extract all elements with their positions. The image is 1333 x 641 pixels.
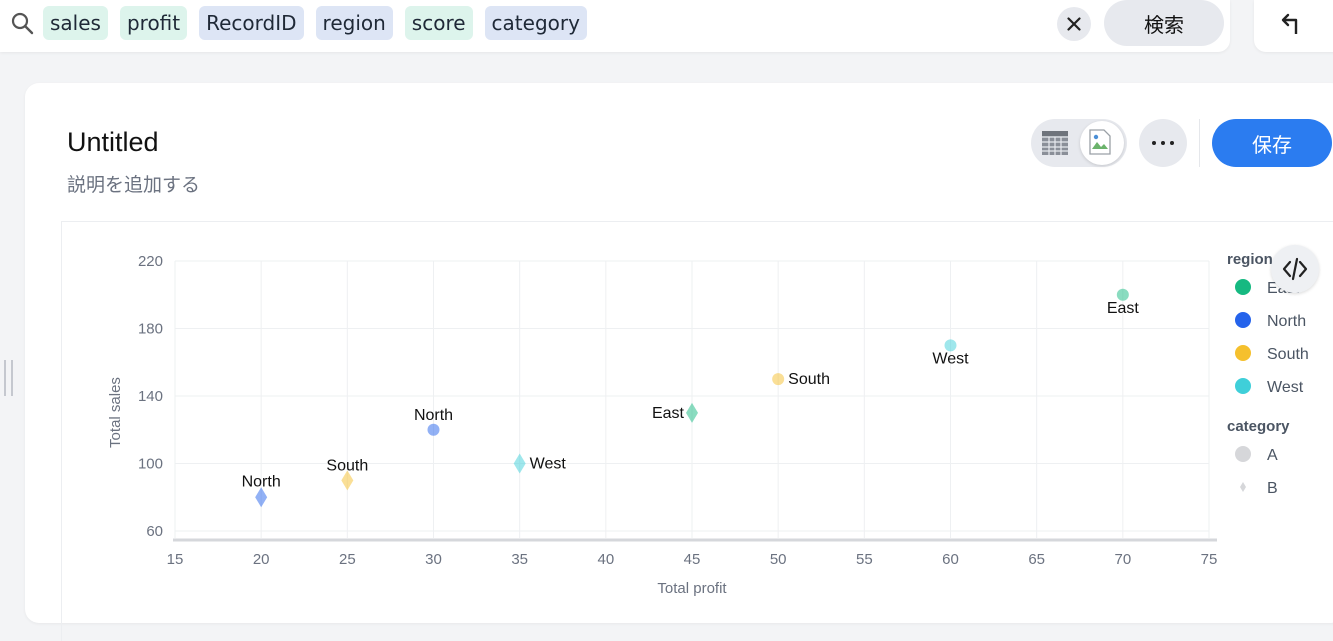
search-icon[interactable] — [10, 11, 34, 35]
chart-frame: 15 20 25 30 35 40 45 50 55 60 65 70 75 60 100 140 180 220… — [61, 221, 1333, 641]
x-tick-label: 70 — [1114, 551, 1131, 568]
answer-card: Untitled 説明を追加する 保存 15 20 25 30 35 40 45 50 55 60… — [25, 83, 1333, 641]
view-toggle — [1031, 119, 1127, 167]
return-arrow-icon[interactable] — [1278, 12, 1302, 36]
more-dots-icon — [1152, 141, 1156, 145]
broken-image-icon — [1089, 129, 1111, 155]
x-tick-label: 15 — [167, 551, 184, 568]
legend-entry: A — [1267, 447, 1278, 464]
close-icon — [1067, 17, 1081, 31]
data-point — [427, 423, 440, 436]
data-label: West — [530, 456, 567, 473]
y-tick-label: 60 — [146, 523, 163, 540]
x-tick-label: 55 — [856, 551, 873, 568]
legend-entry: B — [1267, 480, 1278, 497]
scatter-chart: 15 20 25 30 35 40 45 50 55 60 65 70 75 60 100 140 180 220… — [107, 251, 1309, 597]
legend-swatch — [1235, 345, 1251, 361]
chart-view-button[interactable] — [1080, 121, 1124, 165]
legend-entry: West — [1267, 379, 1304, 396]
legend-title-region: region — [1227, 251, 1273, 268]
save-button[interactable]: 保存 — [1212, 119, 1332, 167]
field-chip[interactable]: category — [484, 6, 587, 40]
page-title[interactable]: Untitled — [67, 127, 159, 157]
x-tick-label: 45 — [684, 551, 701, 568]
data-point — [255, 487, 268, 508]
data-point — [772, 373, 785, 386]
data-point — [341, 470, 354, 491]
clear-search-button[interactable] — [1057, 7, 1091, 41]
field-chips: sales profit RecordID region score category — [43, 6, 587, 40]
data-label: East — [652, 405, 685, 422]
legend-swatch — [1235, 378, 1251, 394]
field-chip[interactable]: sales — [43, 6, 108, 40]
description-field[interactable]: 説明を追加する — [67, 174, 201, 196]
y-tick-label: 140 — [138, 388, 163, 405]
field-chip[interactable]: region — [315, 6, 393, 40]
field-chip[interactable]: RecordID — [199, 6, 304, 40]
y-axis-title: Total sales — [107, 377, 124, 448]
search-button[interactable]: 検索 — [1104, 0, 1224, 46]
more-options-button[interactable] — [1139, 119, 1187, 167]
x-tick-label: 40 — [597, 551, 614, 568]
panel-resize-handle[interactable] — [4, 360, 16, 396]
field-chip[interactable]: score — [404, 6, 473, 40]
y-tick-label: 180 — [138, 321, 163, 338]
data-point — [944, 339, 957, 352]
data-label: North — [414, 407, 453, 424]
code-icon — [1282, 257, 1308, 281]
data-label: East — [1107, 300, 1140, 317]
x-tick-label: 50 — [770, 551, 787, 568]
search-bar: sales profit RecordID region score category 検… — [0, 0, 1230, 52]
data-point — [513, 453, 526, 474]
legend-swatch — [1240, 482, 1246, 492]
x-tick-label: 75 — [1201, 551, 1218, 568]
x-tick-label: 35 — [511, 551, 528, 568]
y-tick-label: 100 — [138, 456, 163, 473]
x-tick-label: 65 — [1028, 551, 1045, 568]
data-label: South — [788, 371, 830, 388]
back-panel — [1254, 0, 1333, 52]
legend-entry: South — [1267, 346, 1309, 363]
x-tick-label: 60 — [942, 551, 959, 568]
legend-title-category: category — [1227, 418, 1290, 435]
toolbar-divider — [1199, 119, 1200, 167]
x-tick-label: 25 — [339, 551, 356, 568]
code-view-button[interactable] — [1271, 245, 1319, 293]
y-tick-label: 220 — [138, 253, 163, 270]
legend-swatch — [1235, 446, 1251, 462]
x-tick-label: 20 — [253, 551, 270, 568]
x-axis-title: Total profit — [657, 580, 727, 597]
legend-entry: North — [1267, 313, 1306, 330]
field-chip[interactable]: profit — [119, 6, 188, 40]
data-point — [686, 402, 698, 423]
x-tick-label: 30 — [425, 551, 442, 568]
legend-swatch — [1235, 312, 1251, 328]
data-label: North — [242, 473, 281, 490]
legend-swatch — [1235, 279, 1251, 295]
table-icon[interactable] — [1041, 130, 1069, 156]
data-label: West — [932, 350, 969, 367]
data-label: South — [326, 457, 368, 474]
data-point — [1116, 288, 1129, 301]
